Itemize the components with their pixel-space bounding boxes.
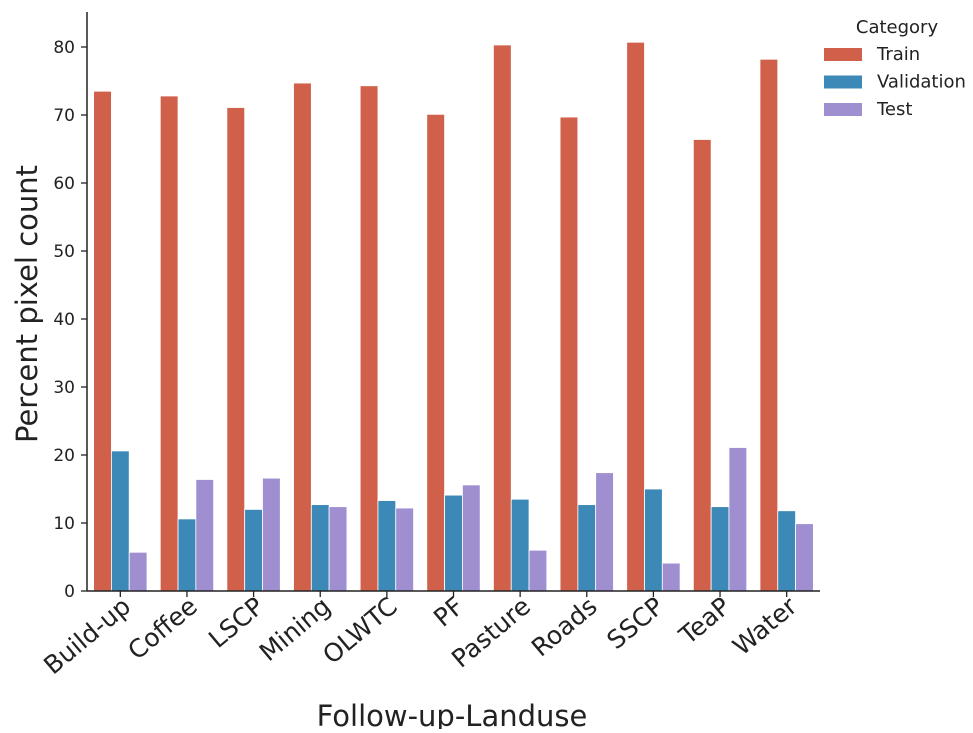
bar-train-water — [759, 58, 779, 592]
y-tick-label: 40 — [53, 310, 75, 330]
legend-swatch-train — [824, 48, 862, 61]
bar-validation-sscp — [644, 488, 663, 592]
bar-train-roads — [559, 116, 579, 592]
bar-test-olwtc — [395, 507, 414, 592]
bar-train-mining — [293, 82, 312, 592]
bar-test-roads — [595, 472, 614, 592]
x-tick-label: TeaP — [673, 591, 736, 650]
bar-test-pasture — [528, 549, 548, 592]
x-tick-label: Roads — [526, 591, 603, 662]
x-tick-label: PF — [428, 591, 469, 632]
bar-test-lscp — [262, 477, 281, 592]
legend-swatch-test — [824, 103, 862, 116]
bar-test-coffee — [195, 479, 215, 592]
bar-train-pf — [426, 113, 445, 592]
y-tick-label: 50 — [53, 242, 75, 262]
x-tick-label: Water — [727, 591, 803, 661]
bar-validation-build-up — [111, 450, 130, 592]
legend-label-validation: Validation — [877, 72, 966, 93]
legend-label-train: Train — [876, 44, 920, 65]
legend-label-test: Test — [876, 99, 912, 120]
y-tick-label: 60 — [53, 174, 75, 194]
legend: Category Train Validation Test — [824, 17, 966, 120]
bar-test-teap — [728, 447, 748, 592]
bars-group — [93, 41, 814, 592]
x-axis-label: Follow-up-Landuse — [317, 699, 588, 729]
bar-validation-mining — [310, 504, 330, 592]
bar-validation-coffee — [177, 518, 197, 592]
y-tick-label: 20 — [53, 446, 75, 466]
bar-test-sscp — [661, 562, 681, 592]
bar-validation-teap — [710, 506, 730, 592]
bar-train-teap — [692, 139, 712, 592]
legend-swatch-validation — [824, 75, 862, 89]
bar-test-pf — [461, 484, 481, 592]
bar-validation-pf — [444, 494, 463, 592]
x-tick-label: Coffee — [122, 591, 202, 665]
x-tick-label: SSCP — [601, 591, 669, 655]
bar-train-pasture — [493, 44, 512, 592]
legend-title: Category — [856, 17, 939, 38]
x-tick-label: Build-up — [38, 591, 136, 680]
bar-test-build-up — [128, 551, 148, 592]
bar-train-build-up — [93, 90, 112, 592]
y-tick-label: 0 — [64, 582, 75, 602]
y-axis-label: Percent pixel count — [10, 165, 44, 443]
bar-test-mining — [328, 506, 348, 592]
y-tick-label: 70 — [53, 106, 75, 126]
bar-validation-water — [777, 510, 796, 592]
bar-test-water — [795, 523, 814, 592]
bar-validation-pasture — [510, 498, 530, 592]
y-tick-label: 80 — [53, 38, 75, 58]
y-axis: 0 10 20 30 40 50 60 70 80 — [53, 12, 88, 602]
bar-validation-lscp — [244, 508, 263, 592]
y-tick-label: 10 — [53, 514, 75, 534]
bar-validation-olwtc — [377, 500, 397, 592]
bar-validation-roads — [577, 504, 597, 592]
y-tick-label: 30 — [53, 378, 75, 398]
bar-train-sscp — [626, 41, 645, 592]
bar-train-coffee — [159, 95, 179, 592]
bar-train-lscp — [226, 107, 246, 592]
bar-train-olwtc — [359, 85, 379, 592]
x-tick-label: OLWTC — [317, 591, 403, 669]
